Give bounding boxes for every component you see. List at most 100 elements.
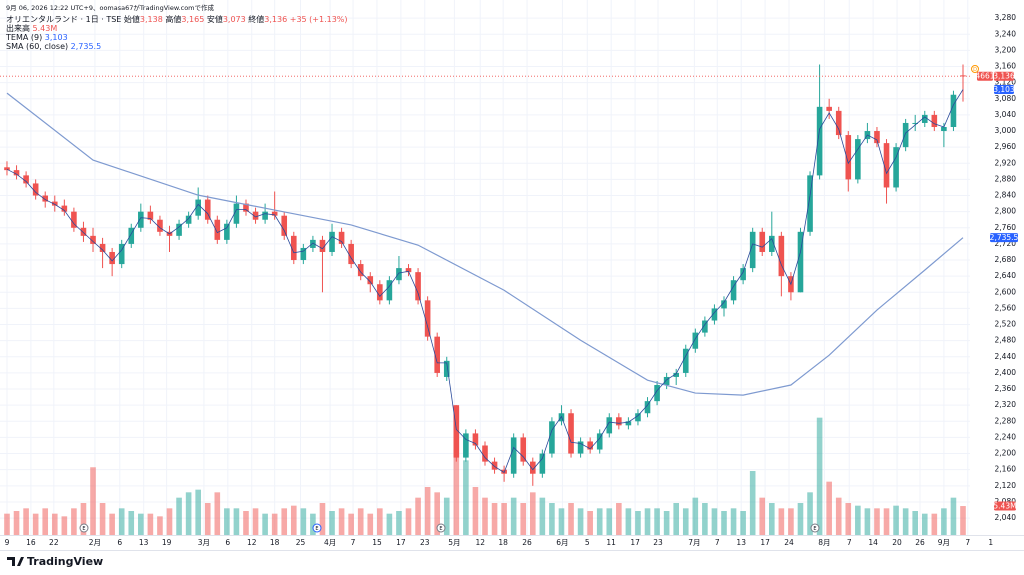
candle-body bbox=[415, 272, 421, 301]
volume-bar bbox=[214, 492, 221, 535]
candle-body bbox=[310, 239, 316, 248]
x-tick-label: 13 bbox=[139, 538, 149, 547]
candle-body bbox=[491, 461, 498, 470]
tema-label: 3,103 bbox=[993, 85, 1015, 94]
volume-bar bbox=[692, 497, 699, 535]
x-tick-label: 14 bbox=[868, 538, 878, 547]
candle-body bbox=[520, 437, 527, 462]
candle-body bbox=[357, 264, 364, 277]
volume-bar bbox=[42, 508, 49, 535]
candle-body bbox=[778, 235, 785, 277]
volume-bar bbox=[290, 505, 297, 535]
plot bbox=[0, 64, 970, 535]
x-tick-label: 4月 bbox=[324, 538, 336, 547]
candle-body bbox=[271, 211, 278, 216]
volume-bar bbox=[271, 513, 278, 535]
dividend-icon bbox=[971, 65, 979, 73]
volume-bar bbox=[941, 508, 947, 535]
volume-bar bbox=[654, 508, 660, 535]
volume-bar bbox=[596, 508, 603, 535]
x-tick-label: 12 bbox=[475, 538, 485, 547]
candle-body bbox=[654, 385, 660, 402]
candle-body bbox=[71, 211, 77, 228]
volume-bar bbox=[453, 407, 460, 535]
candle-body bbox=[549, 421, 555, 454]
x-tick-label: 7 bbox=[715, 538, 720, 547]
y-tick-label: 2,040 bbox=[995, 513, 1017, 522]
volume-bar bbox=[166, 508, 173, 535]
event-letter: E bbox=[82, 526, 85, 532]
y-tick-label: 2,360 bbox=[995, 384, 1017, 393]
value: 3,103 bbox=[45, 33, 68, 42]
candle-body bbox=[424, 300, 431, 337]
value: 3,138 bbox=[140, 15, 163, 24]
y-tick-label: 2,640 bbox=[995, 271, 1017, 280]
candle-body bbox=[233, 203, 240, 224]
candle-body bbox=[472, 433, 479, 446]
volume-bar bbox=[396, 511, 402, 535]
volume-bar bbox=[740, 511, 746, 535]
volume-bar bbox=[329, 511, 335, 535]
x-tick-label: 18 bbox=[498, 538, 508, 547]
volume-bar bbox=[568, 503, 574, 535]
candle-body bbox=[176, 223, 182, 236]
volume-bar bbox=[147, 513, 154, 535]
x-tick-label: 11 bbox=[606, 538, 616, 547]
volume-bar bbox=[711, 508, 718, 535]
x-tick-label: 5 bbox=[585, 538, 590, 547]
volume-bar bbox=[443, 497, 450, 535]
candle-body bbox=[941, 126, 947, 132]
volume-bar bbox=[185, 492, 192, 535]
volume-bar bbox=[23, 508, 29, 535]
volume-bar bbox=[625, 508, 632, 535]
volume-bar bbox=[558, 508, 565, 535]
volume-bar bbox=[644, 508, 651, 535]
y-tick-label: 2,520 bbox=[995, 320, 1017, 329]
tema-label-box bbox=[994, 85, 1014, 95]
volume-bar bbox=[893, 505, 899, 535]
x-tick-label: 20 bbox=[892, 538, 902, 547]
y-tick-label: 3,120 bbox=[995, 78, 1017, 87]
candle-body bbox=[759, 231, 766, 252]
brand: TradingView bbox=[7, 555, 103, 568]
candle-body bbox=[185, 215, 192, 224]
x-tick-label: 7月 bbox=[688, 538, 700, 547]
volume-bar bbox=[80, 503, 87, 535]
volume-bar bbox=[32, 513, 39, 535]
candle-body bbox=[826, 106, 832, 111]
volume-bar bbox=[539, 497, 546, 535]
volume-bar bbox=[463, 460, 469, 535]
y-tick-label: 3,080 bbox=[995, 94, 1017, 103]
x-tick-label: 9 bbox=[5, 538, 10, 547]
sma-line bbox=[6, 92, 964, 396]
y-tick-label: 3,000 bbox=[995, 126, 1017, 135]
y-tick-label: 2,840 bbox=[995, 191, 1017, 200]
y-tick-label: 2,720 bbox=[995, 239, 1017, 248]
candle-body bbox=[644, 401, 651, 414]
label: SMA (60, close) bbox=[6, 42, 68, 51]
x-tick-label: 7 bbox=[965, 538, 970, 547]
x-tick-label: 26 bbox=[522, 538, 532, 547]
volume-bar bbox=[424, 487, 431, 535]
volume-bar bbox=[883, 508, 890, 535]
volume-bar bbox=[826, 481, 832, 535]
candle-body bbox=[855, 139, 861, 180]
candle-body bbox=[529, 461, 536, 474]
x-tick-label: 13 bbox=[736, 538, 746, 547]
volume-bar bbox=[616, 503, 622, 535]
volume-bar bbox=[4, 513, 10, 535]
legend-tema: TEMA (9) 3,103 bbox=[5, 33, 68, 42]
volume-bar bbox=[243, 511, 249, 535]
x-tick-label: 9月 bbox=[938, 538, 950, 547]
candle-body bbox=[797, 231, 804, 293]
candle-body bbox=[157, 219, 163, 232]
y-tick-label: 2,960 bbox=[995, 142, 1017, 151]
tema-line bbox=[6, 89, 964, 474]
candle-body bbox=[195, 199, 201, 216]
x-tick-label: 6月 bbox=[556, 538, 568, 547]
candle-body bbox=[682, 348, 689, 373]
volume-bar bbox=[338, 508, 345, 535]
candle-body bbox=[99, 243, 106, 252]
value: 5.43M bbox=[33, 24, 58, 33]
